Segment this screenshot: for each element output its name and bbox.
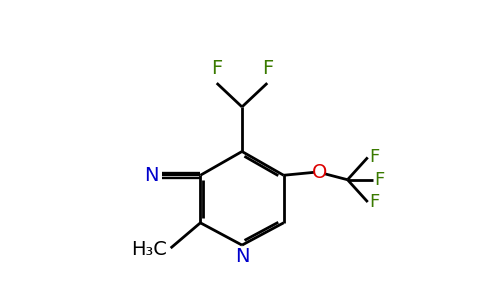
Text: H₃C: H₃C bbox=[131, 240, 167, 259]
Text: N: N bbox=[144, 166, 159, 185]
Text: F: F bbox=[211, 59, 222, 78]
Text: F: F bbox=[374, 171, 384, 189]
Text: F: F bbox=[369, 193, 379, 211]
Text: O: O bbox=[312, 163, 327, 182]
Text: F: F bbox=[369, 148, 379, 166]
Text: F: F bbox=[262, 59, 273, 78]
Text: N: N bbox=[235, 247, 249, 266]
